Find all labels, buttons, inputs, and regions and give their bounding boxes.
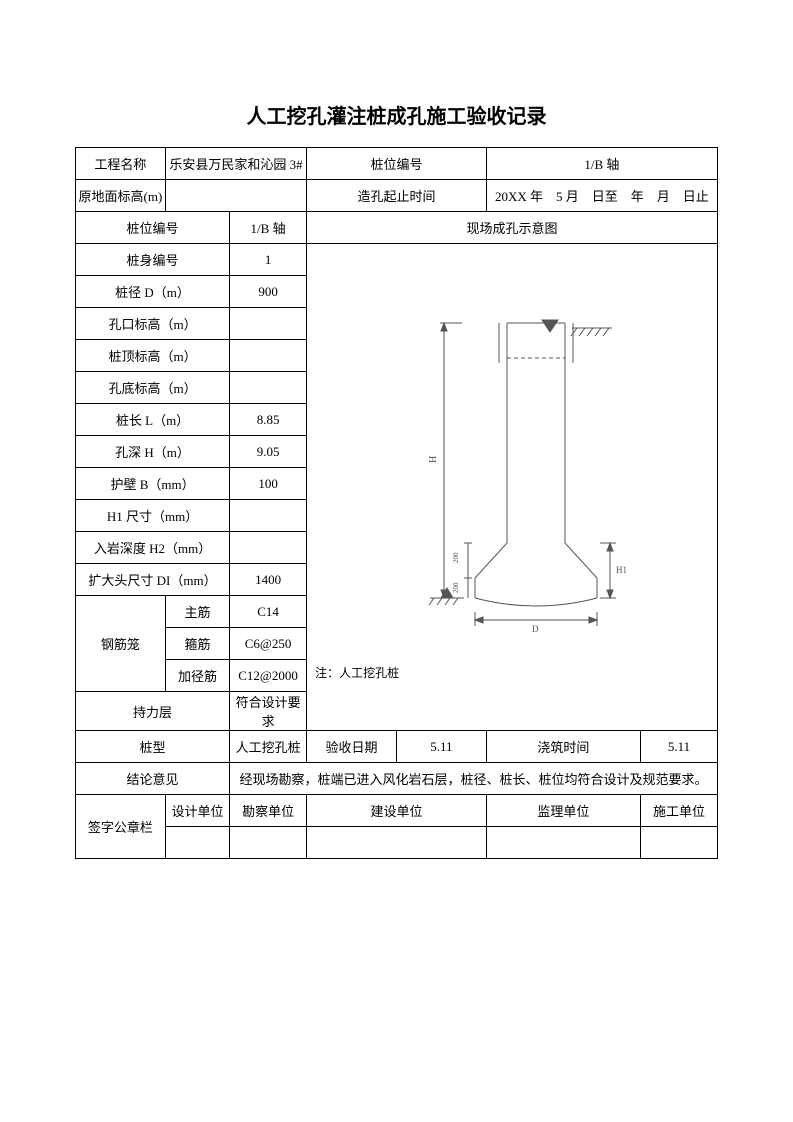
cage-r2-val: C6@250 — [230, 628, 307, 660]
p1-label: 桩身编号 — [76, 244, 230, 276]
label-pileno: 桩位编号 — [307, 148, 487, 180]
page-title: 人工挖孔灌注桩成孔施工验收记录 — [75, 100, 718, 129]
record-table: 工程名称 乐安县万民家和沁园 3# 桩位编号 1/B 轴 原地面标高(m) 造孔… — [75, 147, 718, 859]
p7-label: 孔深 H（m） — [76, 436, 230, 468]
label-project: 工程名称 — [76, 148, 166, 180]
sign-h2: 勘察单位 — [230, 795, 307, 827]
dim-h1: H1 — [616, 565, 627, 575]
cage-r3-val: C12@2000 — [230, 660, 307, 692]
cage-r1-label: 主筋 — [165, 596, 229, 628]
label-time: 造孔起止时间 — [307, 180, 487, 212]
left-header-val: 1/B 轴 — [230, 212, 307, 244]
right-header: 现场成孔示意图 — [307, 212, 718, 244]
p2-val: 900 — [230, 276, 307, 308]
p6-label: 桩长 L（m） — [76, 404, 230, 436]
p11-label: 扩大头尺寸 DI（mm） — [76, 564, 230, 596]
p8-val: 100 — [230, 468, 307, 500]
p9-val — [230, 500, 307, 532]
dim-s2: 200 — [452, 582, 460, 593]
dim-s1: 200 — [452, 552, 460, 563]
sign-h5: 施工单位 — [640, 795, 717, 827]
date-val: 5.11 — [396, 731, 486, 763]
sign-c5 — [640, 827, 717, 859]
val-project: 乐安县万民家和沁园 3# — [165, 148, 306, 180]
pile-diagram: H 200 200 H1 D — [372, 288, 652, 658]
cage-r1-val: C14 — [230, 596, 307, 628]
p5-val — [230, 372, 307, 404]
conclusion-label: 结论意见 — [76, 763, 230, 795]
p1-val: 1 — [230, 244, 307, 276]
p10-label: 入岩深度 H2（mm） — [76, 532, 230, 564]
sign-h1: 设计单位 — [165, 795, 229, 827]
cage-r2-label: 箍筋 — [165, 628, 229, 660]
bearing-val: 符合设计要求 — [230, 692, 307, 731]
left-header: 桩位编号 — [76, 212, 230, 244]
sign-h3: 建设单位 — [307, 795, 487, 827]
p9-label: H1 尺寸（mm） — [76, 500, 230, 532]
sign-c2 — [230, 827, 307, 859]
p11-val: 1400 — [230, 564, 307, 596]
sign-h4: 监理单位 — [486, 795, 640, 827]
p5-label: 孔底标高（m） — [76, 372, 230, 404]
date-label: 验收日期 — [307, 731, 397, 763]
p6-val: 8.85 — [230, 404, 307, 436]
sign-c1 — [165, 827, 229, 859]
type-label: 桩型 — [76, 731, 230, 763]
sign-c3 — [307, 827, 487, 859]
p8-label: 护壁 B（mm） — [76, 468, 230, 500]
diagram-cell: H 200 200 H1 D 注：人工挖孔桩 — [307, 244, 718, 731]
val-time: 20XX 年 5 月 日至 年 月 日止 — [486, 180, 717, 212]
sign-label: 签字公章栏 — [76, 795, 166, 859]
val-pileno: 1/B 轴 — [486, 148, 717, 180]
diagram-note: 注：人工挖孔桩 — [307, 658, 717, 687]
dim-h: H — [428, 455, 439, 462]
p4-val — [230, 340, 307, 372]
p3-val — [230, 308, 307, 340]
cage-label: 钢筋笼 — [76, 596, 166, 692]
bearing-label: 持力层 — [76, 692, 230, 731]
pour-val: 5.11 — [640, 731, 717, 763]
p7-val: 9.05 — [230, 436, 307, 468]
p2-label: 桩径 D（m） — [76, 276, 230, 308]
p4-label: 桩顶标高（m） — [76, 340, 230, 372]
dim-d: D — [532, 624, 539, 634]
p3-label: 孔口标高（m） — [76, 308, 230, 340]
conclusion-text: 经现场勘察，桩端已进入风化岩石层，桩径、桩长、桩位均符合设计及规范要求。 — [230, 763, 718, 795]
sign-c4 — [486, 827, 640, 859]
type-val: 人工挖孔桩 — [230, 731, 307, 763]
label-ground: 原地面标高(m) — [76, 180, 166, 212]
val-ground — [165, 180, 306, 212]
p10-val — [230, 532, 307, 564]
cage-r3-label: 加径筋 — [165, 660, 229, 692]
pour-label: 浇筑时间 — [486, 731, 640, 763]
